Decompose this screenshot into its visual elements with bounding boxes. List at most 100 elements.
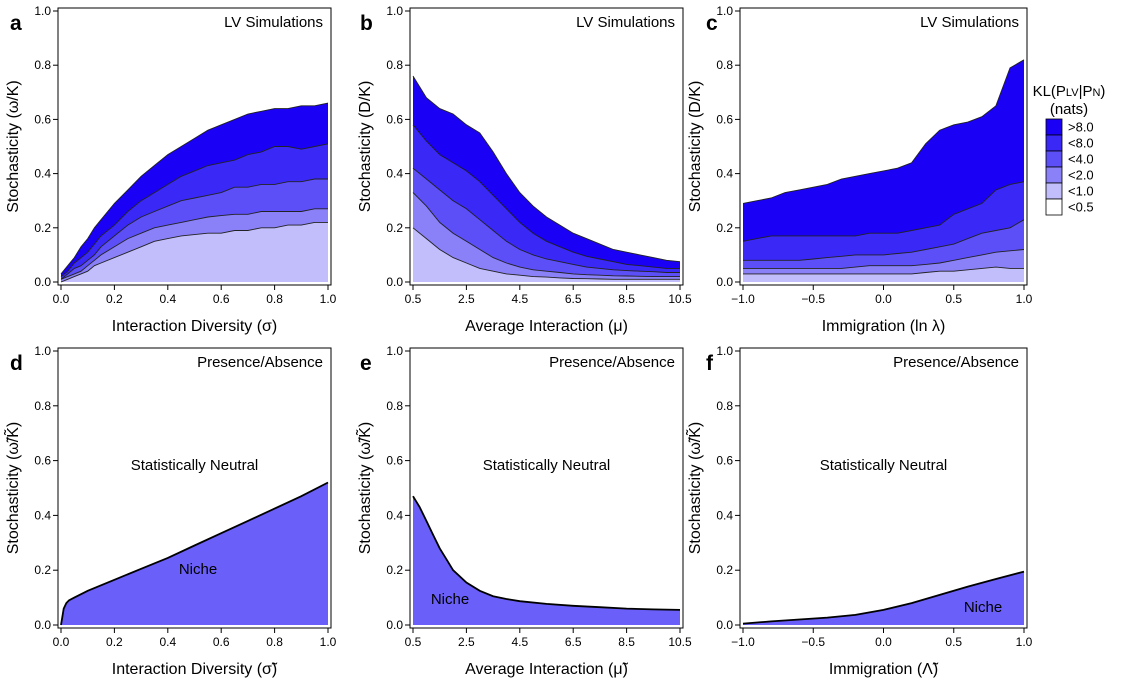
- y-tick-label-f: 0.8: [716, 399, 733, 413]
- y-axis-label-e: Stochasticity (ω̃/K̃): [354, 422, 374, 555]
- y-tick-label-c: 0.2: [716, 221, 733, 235]
- y-tick-label-c: 1.0: [716, 4, 733, 18]
- contour-line-a-2: [60, 178, 328, 280]
- x-tick-label-f: 0.0: [875, 635, 892, 649]
- x-tick-label-c: −0.5: [801, 292, 825, 306]
- y-tick-label-c: 0.6: [716, 112, 733, 126]
- x-tick-label-d: 0.2: [106, 635, 123, 649]
- panel-title-a: LV Simulations: [224, 14, 323, 31]
- y-tick-label-a: 0.4: [34, 167, 51, 181]
- band-c-0: [743, 267, 1024, 282]
- y-tick-label-a: 0.0: [34, 275, 51, 289]
- region-label-neutral-f: Statistically Neutral: [820, 457, 948, 474]
- y-axis-label-d: Stochasticity (ω̃/K̃): [2, 422, 22, 555]
- panel-e: 0.5 2.5 4.5 6.5 8.5 10.5 0.0 0.2 0.4 0.6 0.8 1.0 e Pr…: [354, 344, 692, 678]
- y-tick-label-e: 1.0: [386, 344, 403, 358]
- y-tick-label-d: 0.0: [34, 618, 51, 632]
- x-tick-label-e: 0.5: [405, 635, 422, 649]
- colorbar-swatch: [1045, 150, 1063, 168]
- panel-letter-f: f: [706, 352, 714, 375]
- colorbar-swatch: [1045, 118, 1063, 136]
- x-tick-label-a: 0.0: [53, 292, 70, 306]
- x-axis-label-e: Average Interaction (μ̃): [465, 661, 628, 678]
- panel-c: −1.0 −0.5 0.0 0.5 1.00.00.20.40.60.81.0c LV S…: [687, 4, 1033, 335]
- region-label-neutral-e: Statistically Neutral: [483, 457, 611, 474]
- x-tick-label-e: 8.5: [618, 635, 635, 649]
- x-axis-label-c: Immigration (ln λ): [822, 318, 946, 335]
- y-tick-label-e: 0.6: [386, 454, 403, 468]
- panel-title-b: LV Simulations: [576, 14, 675, 31]
- axes-frame-e: [409, 347, 684, 629]
- boundary-line-f: [742, 570, 1025, 625]
- panel-letter-d: d: [10, 352, 23, 375]
- x-tick-label-b: 6.5: [565, 292, 582, 306]
- colorbar-label: <4.0: [1068, 152, 1094, 167]
- x-tick-label-a: 0.8: [266, 292, 283, 306]
- y-axis-label-b: Stochasticity (D/K): [357, 81, 374, 213]
- x-tick-label-d: 0.0: [53, 635, 70, 649]
- y-tick-label-b: 0.2: [386, 221, 403, 235]
- panel-title-d: Presence/Absence: [197, 354, 323, 371]
- contour-line-a-4: [60, 102, 329, 275]
- panel-letter-a: a: [10, 12, 22, 35]
- x-axis-label-d: Interaction Diversity (σ̃): [112, 661, 278, 678]
- x-tick-label-a: 0.6: [213, 292, 230, 306]
- x-tick-label-c: 0.0: [875, 292, 892, 306]
- panel-title-c: LV Simulations: [920, 14, 1019, 31]
- y-tick-label-d: 0.6: [34, 454, 51, 468]
- x-tick-label-a: 0.4: [159, 292, 176, 306]
- colorbar-label: <8.0: [1068, 136, 1094, 151]
- contour-line-c-4: [742, 59, 1025, 204]
- panel-a: 0.0 0.2 0.4 0.6 0.8 1.0 0.0 0.2 0.4 0.6 0.8 1.0 a LV …: [5, 4, 337, 335]
- x-tick-label-f: 1.0: [1016, 635, 1033, 649]
- x-tick-label-e: 2.5: [458, 635, 475, 649]
- y-tick-label-c: 0.4: [716, 167, 733, 181]
- y-tick-label-b: 0.0: [386, 275, 403, 289]
- panel-title-e: Presence/Absence: [549, 354, 675, 371]
- x-tick-label-b: 2.5: [458, 292, 475, 306]
- colorbar-legend: KL(PLV|PN)(nats) >8.0<8.0<4.0<2.0<1.0<0.5: [1033, 83, 1106, 216]
- x-tick-label-d: 0.4: [159, 635, 176, 649]
- panel-title-f: Presence/Absence: [893, 354, 1019, 371]
- plot-area-c: [742, 59, 1025, 282]
- y-tick-label-f: 0.2: [716, 563, 733, 577]
- contour-line-a-1: [60, 208, 328, 280]
- colorbar-label: >8.0: [1068, 120, 1094, 135]
- y-tick-label-d: 0.4: [34, 508, 51, 522]
- x-tick-label-d: 0.8: [266, 635, 283, 649]
- panel-f: −1.0 −0.5 0.0 0.5 1.00.00.20.40.60.81.0f Pres…: [684, 344, 1032, 678]
- axes-frame-b: [409, 7, 684, 286]
- y-tick-label-a: 0.6: [34, 112, 51, 126]
- y-tick-label-f: 1.0: [716, 344, 733, 358]
- contour-line-c-2: [743, 219, 1025, 261]
- y-tick-label-f: 0.0: [716, 618, 733, 632]
- contour-line-b-4: [412, 75, 681, 263]
- contour-line-c-1: [743, 249, 1025, 269]
- y-tick-label-a: 0.8: [34, 58, 51, 72]
- plot-area-a: [60, 102, 329, 283]
- colorbar-swatch: [1045, 182, 1063, 200]
- colorbar-label: <0.5: [1068, 200, 1094, 215]
- x-tick-label-f: −0.5: [801, 635, 825, 649]
- x-tick-label-e: 10.5: [668, 635, 692, 649]
- y-tick-label-e: 0.0: [386, 618, 403, 632]
- x-tick-label-d: 0.6: [213, 635, 230, 649]
- contour-line-c-3: [742, 181, 1025, 242]
- colorbar-swatch: [1045, 166, 1063, 184]
- colorbar-units: (nats): [1050, 101, 1088, 118]
- x-tick-label-d: 1.0: [320, 635, 337, 649]
- x-tick-label-e: 4.5: [511, 635, 528, 649]
- axes-frame-d: [57, 347, 332, 629]
- y-tick-label-f: 0.4: [716, 508, 733, 522]
- x-tick-label-c: 1.0: [1016, 292, 1033, 306]
- y-tick-label-d: 0.8: [34, 399, 51, 413]
- x-axis-label-a: Interaction Diversity (σ): [112, 318, 277, 335]
- region-label-niche-e: Niche: [431, 591, 469, 608]
- x-tick-label-c: −1.0: [731, 292, 755, 306]
- x-tick-label-b: 10.5: [668, 292, 692, 306]
- y-tick-label-e: 0.2: [386, 563, 403, 577]
- colorbar-title: KL(PLV|PN): [1033, 83, 1106, 100]
- y-tick-label-c: 0.0: [716, 275, 733, 289]
- y-tick-label-b: 0.6: [386, 112, 403, 126]
